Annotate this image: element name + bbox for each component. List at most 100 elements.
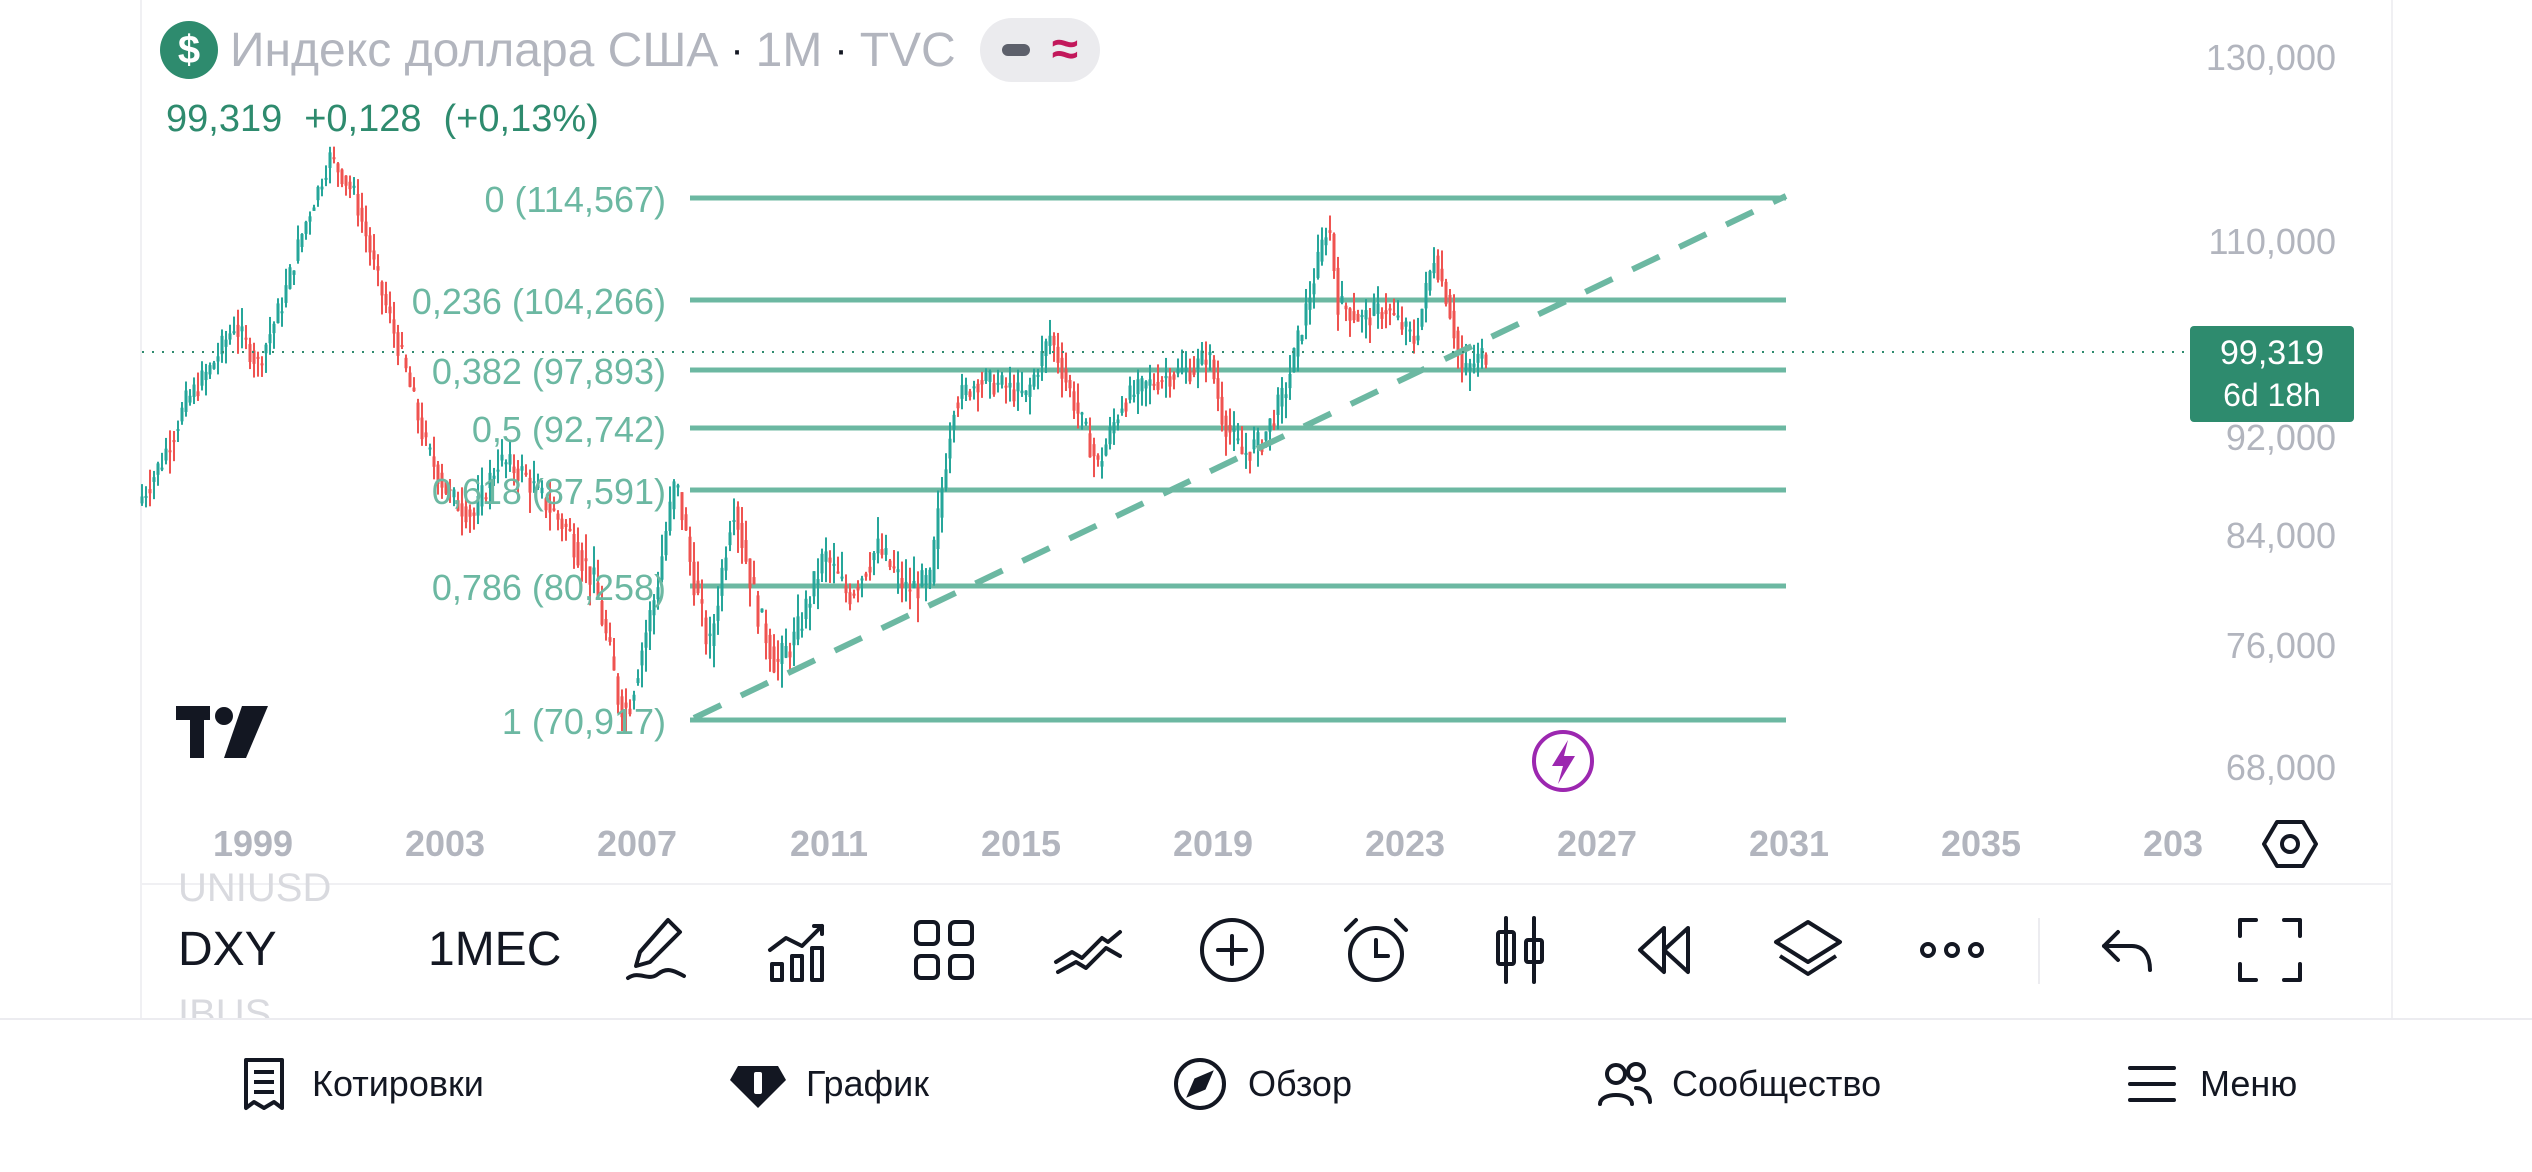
fib-level-label: 0,618 (87,591) bbox=[432, 471, 666, 512]
nav-item-community[interactable]: Сообщество bbox=[1596, 1052, 1881, 1116]
nav-item-overview[interactable]: Обзор bbox=[1172, 1052, 1352, 1116]
legend-toggle-pill[interactable]: ≈ bbox=[979, 18, 1101, 82]
chart-area[interactable]: 130,000 110,000 92,000 84,000 76,000 68,000 19… bbox=[0, 0, 2532, 1020]
chart-legend[interactable]: $ Индекс доллара США · 1M · TVC ≈ bbox=[160, 18, 1101, 82]
drawing-tool-icon[interactable] bbox=[618, 912, 694, 988]
candle-body bbox=[1348, 308, 1352, 321]
candle-body bbox=[248, 344, 252, 363]
candle-body bbox=[460, 503, 464, 517]
nav-item-chart[interactable]: График bbox=[730, 1052, 929, 1116]
lightning-icon bbox=[1552, 740, 1575, 784]
candle-body bbox=[856, 587, 860, 591]
candle-body bbox=[324, 177, 328, 180]
candle-body bbox=[880, 549, 884, 555]
indicators-icon[interactable] bbox=[762, 912, 838, 988]
candle-body bbox=[244, 337, 248, 340]
candle-body bbox=[380, 281, 384, 296]
candle-body bbox=[1320, 239, 1324, 262]
candle-body bbox=[456, 500, 460, 511]
candle-body bbox=[1116, 419, 1120, 424]
candle-body bbox=[488, 472, 492, 489]
candle-body bbox=[668, 501, 672, 531]
chart-toolbar: UNIUSD DXY IBUS 1МЕС bbox=[142, 866, 2392, 1036]
candle-body bbox=[1056, 346, 1060, 363]
candle-body bbox=[1388, 308, 1392, 311]
add-icon[interactable] bbox=[1194, 912, 1270, 988]
trend-line[interactable] bbox=[692, 193, 1788, 721]
candle-body bbox=[1376, 303, 1380, 314]
candle-body bbox=[1204, 359, 1208, 365]
candle-body bbox=[912, 580, 916, 589]
candle-body bbox=[1312, 283, 1316, 295]
approx-icon[interactable]: ≈ bbox=[1051, 23, 1079, 76]
price-chart[interactable]: 130,000 110,000 92,000 84,000 76,000 68,000 19… bbox=[0, 0, 2532, 1020]
candle-body bbox=[1456, 330, 1460, 351]
candle-body bbox=[1220, 396, 1224, 425]
candle-body bbox=[592, 567, 596, 575]
candle-body bbox=[196, 391, 200, 397]
candle-body bbox=[312, 207, 316, 211]
candle-body bbox=[1060, 357, 1064, 379]
candle-body bbox=[348, 181, 352, 190]
candle-body bbox=[1244, 452, 1248, 455]
undo-icon[interactable] bbox=[2088, 912, 2164, 988]
candle-body bbox=[768, 634, 772, 660]
templates-icon[interactable] bbox=[906, 912, 982, 988]
candle-body bbox=[632, 694, 636, 701]
candle-body bbox=[444, 480, 448, 494]
candle-body bbox=[660, 556, 664, 580]
layers-icon[interactable] bbox=[1770, 912, 1846, 988]
candle-body bbox=[1364, 310, 1368, 320]
candle-body bbox=[1420, 308, 1424, 327]
x-tick-label: 2019 bbox=[1173, 823, 1253, 864]
candle-body bbox=[236, 324, 240, 337]
candle-body bbox=[212, 362, 216, 369]
candle-body bbox=[1140, 378, 1144, 392]
candle-body bbox=[948, 438, 952, 459]
candle-body bbox=[1200, 350, 1204, 365]
candle-body bbox=[440, 472, 444, 488]
candle-body bbox=[672, 481, 676, 510]
symbol-button[interactable]: DXY bbox=[178, 923, 277, 976]
candle-body bbox=[260, 363, 264, 366]
fib-level-label: 0,382 (97,893) bbox=[432, 351, 666, 392]
chart-type-icon[interactable] bbox=[1482, 912, 1558, 988]
candle-body bbox=[1236, 438, 1240, 441]
candle-body bbox=[1440, 268, 1444, 282]
candle-body bbox=[500, 454, 504, 461]
candle-body bbox=[568, 528, 572, 531]
candle-body bbox=[1432, 263, 1436, 274]
candle-body bbox=[1252, 439, 1256, 450]
alert-icon[interactable] bbox=[1338, 912, 1414, 988]
candle-body bbox=[1272, 423, 1276, 427]
candle-body bbox=[864, 573, 868, 577]
candle-body bbox=[1316, 251, 1320, 278]
x-tick-label: 2007 bbox=[597, 823, 677, 864]
candle-body bbox=[1156, 381, 1160, 390]
candle-body bbox=[268, 334, 272, 344]
candle-body bbox=[656, 587, 660, 600]
y-tick-label: 110,000 bbox=[2209, 221, 2336, 262]
candle-body bbox=[384, 294, 388, 306]
more-icon[interactable] bbox=[1914, 912, 1990, 988]
candle-body bbox=[1176, 368, 1180, 374]
candle-body bbox=[1464, 363, 1468, 371]
nav-label: График bbox=[806, 1063, 929, 1104]
nav-item-quotes[interactable]: Котировки bbox=[236, 1052, 484, 1116]
candle-body bbox=[808, 603, 812, 608]
collapse-icon[interactable] bbox=[1001, 44, 1030, 56]
candle-body bbox=[368, 235, 372, 253]
nav-item-menu[interactable]: Меню bbox=[2124, 1052, 2297, 1116]
replay-icon[interactable] bbox=[1626, 912, 1702, 988]
candle-body bbox=[1100, 461, 1104, 467]
candle-body bbox=[1400, 322, 1404, 330]
fullscreen-icon[interactable] bbox=[2232, 912, 2308, 988]
candle-body bbox=[700, 599, 704, 604]
interval-button[interactable]: 1МЕС bbox=[428, 923, 562, 976]
candle-body bbox=[744, 540, 748, 562]
candle-body bbox=[612, 656, 616, 671]
scale-settings-icon[interactable] bbox=[2262, 816, 2318, 872]
candle-body bbox=[428, 447, 432, 450]
trend-tools-icon[interactable] bbox=[1050, 912, 1126, 988]
